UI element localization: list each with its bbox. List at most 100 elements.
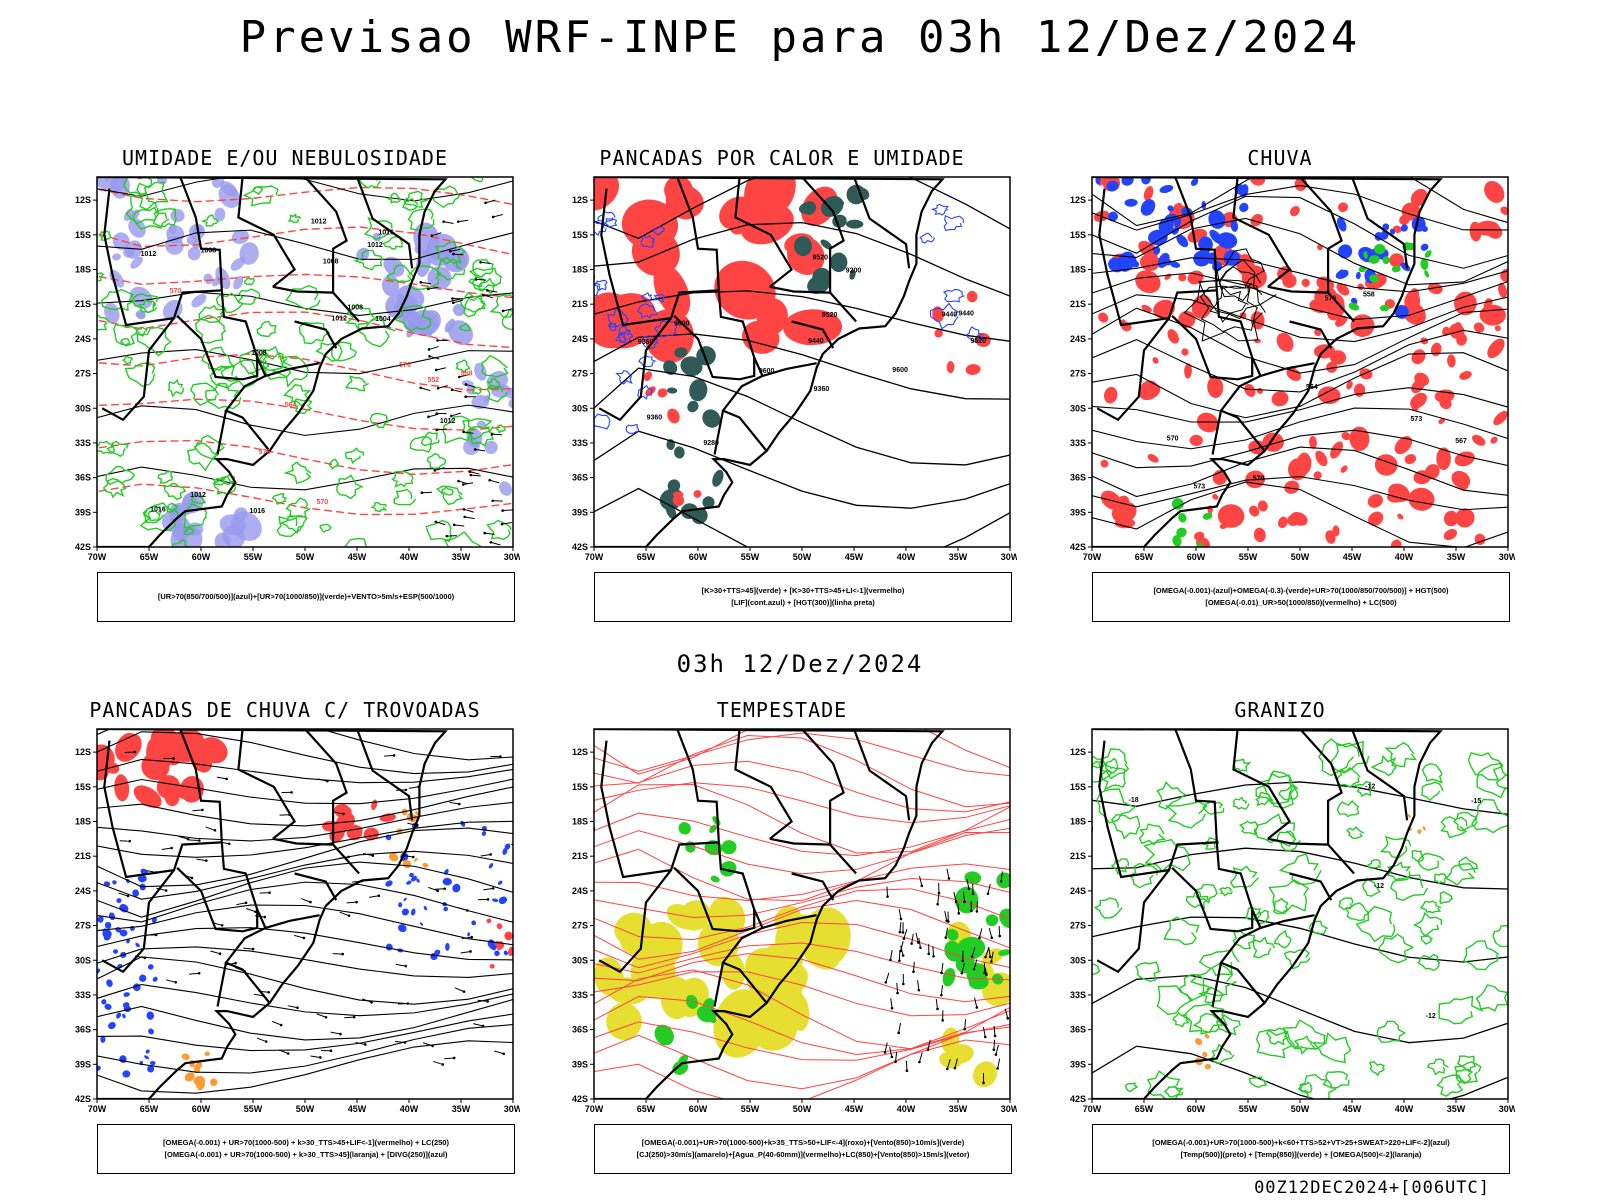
field-blob <box>709 824 717 833</box>
wind-vector-head <box>186 837 190 841</box>
contour-line <box>136 181 169 211</box>
wind-vector <box>196 858 207 862</box>
wind-vector-head <box>927 952 931 956</box>
field-blob <box>1443 529 1458 541</box>
contour-line <box>1384 741 1418 768</box>
contour-line <box>239 349 270 375</box>
contour-line <box>401 197 419 211</box>
field-blob <box>1363 251 1368 259</box>
contour-line <box>171 539 189 547</box>
lon-tick-label: 45W <box>348 1104 367 1114</box>
field-blob <box>826 197 845 208</box>
lat-tick-label: 39S <box>75 1059 91 1069</box>
wind-vector <box>993 1039 996 1050</box>
field-blob <box>1098 312 1109 323</box>
field-blob <box>748 1001 798 1051</box>
field-blob <box>653 264 691 318</box>
contour-line <box>597 210 616 226</box>
field-blob <box>504 843 511 850</box>
wind-vector-head <box>267 990 270 994</box>
lon-tick-label: 60W <box>1187 552 1206 562</box>
wind-vector <box>428 346 439 350</box>
wind-vector-head <box>339 1032 342 1036</box>
field-blob <box>1487 338 1505 359</box>
contour-line <box>1440 816 1468 839</box>
panel-pancadas-trovoadas: PANCADAS DE CHUVA C/ TROVOADAS [OMEGA(-0… <box>50 698 520 1178</box>
contour-label: 564 <box>285 402 297 409</box>
field-blob <box>156 177 168 185</box>
wind-vector-head <box>227 842 231 846</box>
field-blob <box>406 880 412 885</box>
field-blob <box>714 260 776 320</box>
contour-line <box>652 293 665 302</box>
field-blob <box>685 994 698 1009</box>
wind-vector <box>362 998 372 1003</box>
contour-label: 1016 <box>150 506 166 513</box>
contour-label: 9520 <box>813 255 829 262</box>
wind-vector-head <box>481 1024 485 1028</box>
wind-vector-head <box>263 915 267 919</box>
wind-vector <box>937 894 940 905</box>
field-blob <box>181 1053 190 1060</box>
wind-vector-head <box>220 924 224 927</box>
wind-vector-head <box>427 348 431 351</box>
wind-vector-head <box>457 479 460 483</box>
field-blob <box>1424 270 1430 278</box>
wind-vector-head <box>449 414 453 418</box>
lat-tick-label: 42S <box>572 542 588 552</box>
field-blob <box>103 933 112 941</box>
field-blob <box>687 400 699 413</box>
contour-line <box>929 302 959 330</box>
field-blob <box>1353 383 1366 397</box>
field-blob <box>503 950 508 956</box>
field-blob <box>1176 527 1187 538</box>
lat-tick-label: 15S <box>572 782 588 792</box>
lat-tick-label: 15S <box>75 782 91 792</box>
lon-tick-label: 30W <box>1499 552 1515 562</box>
field-blob <box>481 825 487 832</box>
field-blob <box>712 469 724 487</box>
field-blob <box>678 822 691 835</box>
lat-tick-label: 18S <box>1070 265 1086 275</box>
field-blob <box>398 902 403 908</box>
contour-line <box>139 502 180 532</box>
field-blob <box>474 362 487 381</box>
contour-line <box>1092 294 1508 343</box>
contour-line <box>193 434 225 461</box>
contour-line <box>163 482 187 501</box>
wind-vector <box>944 910 948 921</box>
wind-vector-head <box>936 1007 939 1011</box>
contour-line <box>97 927 513 961</box>
field-blob <box>218 184 240 208</box>
lon-tick-label: 50W <box>1291 1104 1310 1114</box>
contour-line <box>1178 973 1212 1003</box>
field-blob <box>1249 505 1260 517</box>
wind-vector <box>896 982 899 993</box>
field-blob <box>1212 494 1219 500</box>
field-blob <box>484 394 490 404</box>
lat-tick-label: 33S <box>1070 990 1086 1000</box>
wind-vector-head <box>896 991 899 995</box>
contour-line <box>1248 1076 1267 1089</box>
contour-line <box>328 458 341 470</box>
field-blob <box>1367 494 1383 508</box>
contour-label: 1008 <box>201 248 217 255</box>
contour-line <box>1278 784 1299 801</box>
lon-tick-label: 35W <box>452 552 471 562</box>
political-border <box>1171 290 1254 381</box>
field-blob <box>999 908 1010 929</box>
field-blob <box>1198 240 1208 250</box>
wind-vector <box>156 887 167 891</box>
contour-line <box>1438 995 1484 1025</box>
wind-vector-head <box>128 839 132 843</box>
contour-line <box>1259 770 1299 809</box>
contour-line <box>1273 897 1289 915</box>
field-blob <box>1454 451 1475 467</box>
field-blob <box>696 346 716 366</box>
field-blob <box>1451 470 1471 489</box>
field-blob <box>112 253 121 261</box>
wind-vector <box>346 901 357 904</box>
field-blob <box>119 903 129 913</box>
field-blob <box>1204 1033 1210 1039</box>
lon-tick-label: 55W <box>244 552 263 562</box>
